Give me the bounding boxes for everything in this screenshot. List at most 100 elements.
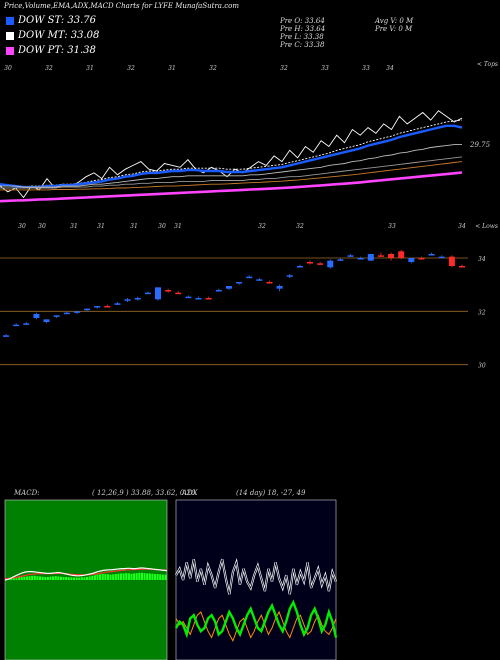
candle-body — [205, 298, 212, 300]
price-top-label: 32 — [258, 223, 266, 230]
macd-histogram-bar — [153, 574, 157, 580]
macd-histogram-bar — [57, 576, 60, 580]
candle-body — [155, 287, 161, 300]
price-corner-label: < Lows — [475, 223, 498, 230]
candle-body — [13, 324, 20, 327]
macd-histogram-bar — [65, 577, 68, 580]
macd-histogram-bar — [78, 577, 81, 580]
candle-body — [63, 312, 70, 315]
macd-histogram-bar — [140, 572, 143, 580]
price-y-tick: 32 — [478, 309, 486, 316]
candle-body — [428, 254, 435, 256]
candle-body — [286, 275, 293, 277]
candle-body — [459, 266, 465, 268]
macd-histogram-bar — [159, 574, 162, 580]
candle-body — [43, 319, 50, 322]
macd-histogram-bar — [49, 576, 52, 580]
macd-histogram-bar — [88, 576, 91, 580]
candle-body — [165, 290, 172, 292]
legend-swatch — [6, 31, 14, 40]
candle-body — [144, 292, 151, 295]
macd-histogram-bar — [146, 573, 149, 580]
macd-histogram-bar — [164, 574, 167, 580]
legend-dow-mt: DOW MT: 33.08 — [6, 30, 99, 41]
macd-histogram-bar — [101, 574, 104, 580]
macd-histogram-bar — [151, 573, 154, 580]
macd-histogram-bar — [70, 577, 73, 580]
stat-prev-volume: Pre V: 0 M — [375, 25, 413, 33]
ema-top-label: 32 — [280, 65, 288, 72]
candle-body — [317, 263, 324, 265]
candle-body — [246, 276, 253, 279]
macd-histogram-bar — [10, 577, 13, 580]
price-top-label: 30 — [18, 223, 26, 230]
macd-histogram-bar — [96, 574, 99, 580]
macd-histogram-bar — [25, 576, 29, 580]
candle-body — [185, 296, 192, 299]
legend-dow-pt: DOW PT: 31.38 — [6, 45, 96, 56]
candle-body — [23, 323, 30, 325]
candle-body — [337, 259, 344, 261]
ema-top-label: 33 — [321, 65, 329, 72]
macd-histogram-bar — [143, 573, 146, 580]
stat-prev-close: Pre C: 33.38 — [280, 41, 325, 49]
candle-body — [357, 258, 364, 260]
macd-histogram-bar — [33, 575, 36, 580]
macd-histogram-bar — [38, 576, 42, 580]
macd-histogram-bar — [62, 577, 65, 580]
price-top-label: 30 — [158, 223, 166, 230]
ema-top-label: 33 — [362, 65, 370, 72]
stat-prev-high: Pre H: 33.64 — [280, 25, 326, 33]
candle-body — [347, 255, 354, 257]
adx-line-inner — [175, 559, 337, 595]
ema-top-label: 34 — [386, 65, 394, 72]
macd-histogram-bar — [72, 577, 76, 580]
stat-prev-open: Pre O: 33.64 — [280, 17, 325, 25]
candle-body — [195, 298, 202, 300]
macd-histogram-bar — [41, 576, 44, 580]
legend-label: DOW ST: 33.76 — [18, 15, 97, 26]
macd-histogram-bar — [12, 577, 15, 580]
macd-histogram-bar — [106, 574, 110, 580]
macd-histogram-bar — [75, 577, 78, 580]
price-y-tick: 34 — [478, 256, 486, 263]
candle-body — [256, 279, 263, 281]
macd-line — [4, 567, 168, 581]
macd-histogram-bar — [109, 574, 112, 580]
candle-body — [84, 308, 91, 311]
macd-histogram-bar — [46, 577, 49, 580]
macd-histogram-bar — [20, 577, 23, 580]
candle-body — [307, 262, 313, 264]
legend-label: DOW MT: 33.08 — [18, 30, 100, 41]
price-top-label: 34 — [458, 223, 466, 230]
candle-body — [408, 258, 415, 262]
candle-body — [175, 292, 182, 295]
candle-body — [33, 314, 40, 318]
macd-histogram-bar — [161, 574, 164, 580]
candle-body — [3, 335, 9, 337]
ema-series-line — [0, 171, 463, 203]
candle-body — [388, 254, 395, 258]
candle-body — [114, 303, 121, 305]
macd-histogram-bar — [31, 575, 34, 580]
macd-histogram-bar — [54, 576, 57, 580]
macd-histogram-bar — [125, 573, 128, 580]
macd-histogram-bar — [59, 576, 62, 580]
candle-body — [448, 256, 455, 266]
macd-histogram-bar — [135, 573, 138, 580]
ema-top-label: 32 — [127, 65, 135, 72]
ema-series-line — [0, 156, 463, 189]
candle-body — [53, 315, 60, 317]
candle-body — [104, 306, 111, 308]
macd-histogram-bar — [127, 573, 130, 580]
candle-body — [134, 298, 141, 300]
ema-price-label: 29.75 — [469, 141, 491, 149]
macd-histogram-bar — [15, 578, 18, 580]
macd-histogram-bar — [133, 573, 136, 580]
candle-body — [438, 256, 445, 259]
macd-histogram-bar — [99, 574, 102, 580]
ema-series-line — [0, 144, 462, 188]
legend-dow-st: DOW ST: 33.76 — [6, 15, 96, 26]
candle-body — [94, 306, 101, 308]
